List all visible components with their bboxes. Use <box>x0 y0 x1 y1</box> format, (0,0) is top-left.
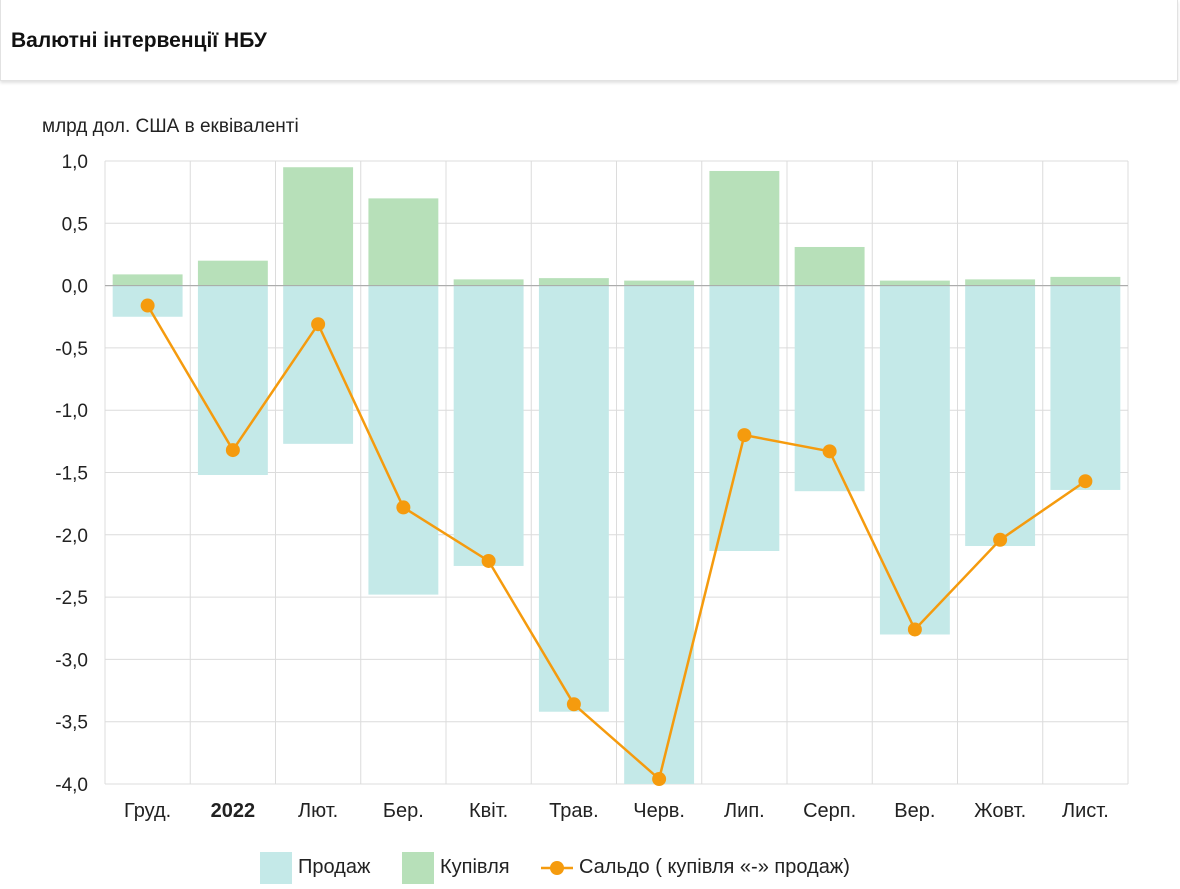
bar-purchases <box>794 246 865 286</box>
bar-purchases <box>283 167 354 286</box>
x-tick-label: Лют. <box>298 800 338 822</box>
y-tick-label: -4,0 <box>55 775 88 796</box>
x-tick-label: Серп. <box>803 800 856 822</box>
y-tick-label: -2,5 <box>55 588 88 609</box>
balance-point <box>652 772 667 787</box>
y-tick-label: -2,0 <box>55 526 88 547</box>
chart-legend: Продаж Купівля Сальдо ( купівля «-» прод… <box>0 852 1180 884</box>
x-tick-label: Груд. <box>124 800 171 822</box>
balance-line <box>146 304 1087 782</box>
y-tick-label: -3,0 <box>55 650 88 671</box>
bar-purchases <box>197 260 268 286</box>
legend-label-balance: Сальдо ( купівля «-» продаж) <box>579 856 850 878</box>
y-tick-label: -3,5 <box>55 713 88 734</box>
y-tick-label: 1,0 <box>62 152 88 173</box>
x-tick-label: Квіт. <box>469 800 508 822</box>
bar-purchases <box>965 279 1036 286</box>
x-tick-label: Лип. <box>724 800 765 822</box>
bar-sales <box>879 285 950 635</box>
balance-point <box>566 697 581 712</box>
balance-point <box>993 532 1008 547</box>
bar-purchases <box>879 280 950 286</box>
bar-sales <box>538 285 609 712</box>
x-tick-label: Вер. <box>894 800 935 822</box>
x-tick-label: Лист. <box>1062 800 1109 822</box>
balance-point <box>1078 474 1093 489</box>
bar-purchases <box>1050 276 1121 286</box>
legend-swatch-purchases <box>402 852 434 884</box>
x-tick-label: 2022 <box>211 800 256 822</box>
legend-label-sales: Продаж <box>298 856 371 878</box>
bar-sales <box>283 285 354 444</box>
y-tick-label: -0,5 <box>55 339 88 360</box>
bar-purchases <box>112 274 183 286</box>
bar-sales <box>794 285 865 492</box>
intervention-chart: 1,0 0,5 0,0 -0,5 -1,0 -1,5 -2,0 -2,5 -3,0 -3,5 -4,… <box>55 152 1129 822</box>
bar-sales <box>1050 285 1121 490</box>
balance-point <box>225 443 240 458</box>
balance-point <box>481 553 496 568</box>
balance-point <box>311 317 326 332</box>
y-axis-unit-label: млрд дол. США в еквіваленті <box>42 116 299 137</box>
legend-swatch-sales <box>260 852 292 884</box>
y-tick-label: -1,0 <box>55 401 88 422</box>
bar-sales <box>709 285 780 551</box>
bar-purchases <box>538 278 609 286</box>
x-tick-label: Черв. <box>633 800 685 822</box>
balance-point <box>396 500 411 515</box>
bar-purchases <box>368 198 439 286</box>
bar-purchases <box>453 279 524 286</box>
balance-point <box>822 444 837 459</box>
bar-sales <box>965 285 1036 547</box>
bar-purchases <box>624 280 695 286</box>
y-tick-label: 0,0 <box>62 277 88 298</box>
bar-sales <box>624 285 695 784</box>
y-tick-label: 0,5 <box>62 214 88 235</box>
x-tick-label: Трав. <box>549 800 599 822</box>
bar-purchases <box>709 170 780 286</box>
x-tick-label: Бер. <box>383 800 424 822</box>
header-bar: Валютні інтервенції НБУ <box>0 0 1178 81</box>
x-tick-label: Жовт. <box>974 800 1026 822</box>
bar-sales <box>453 285 524 566</box>
bar-sales <box>368 285 439 595</box>
legend-swatch-balance <box>541 861 573 875</box>
page-title: Валютні інтервенції НБУ <box>11 29 267 52</box>
y-tick-label: -1,5 <box>55 464 88 485</box>
balance-point <box>737 428 752 443</box>
balance-point <box>140 298 155 313</box>
legend-label-purchases: Купівля <box>440 856 510 878</box>
balance-point <box>907 622 922 637</box>
